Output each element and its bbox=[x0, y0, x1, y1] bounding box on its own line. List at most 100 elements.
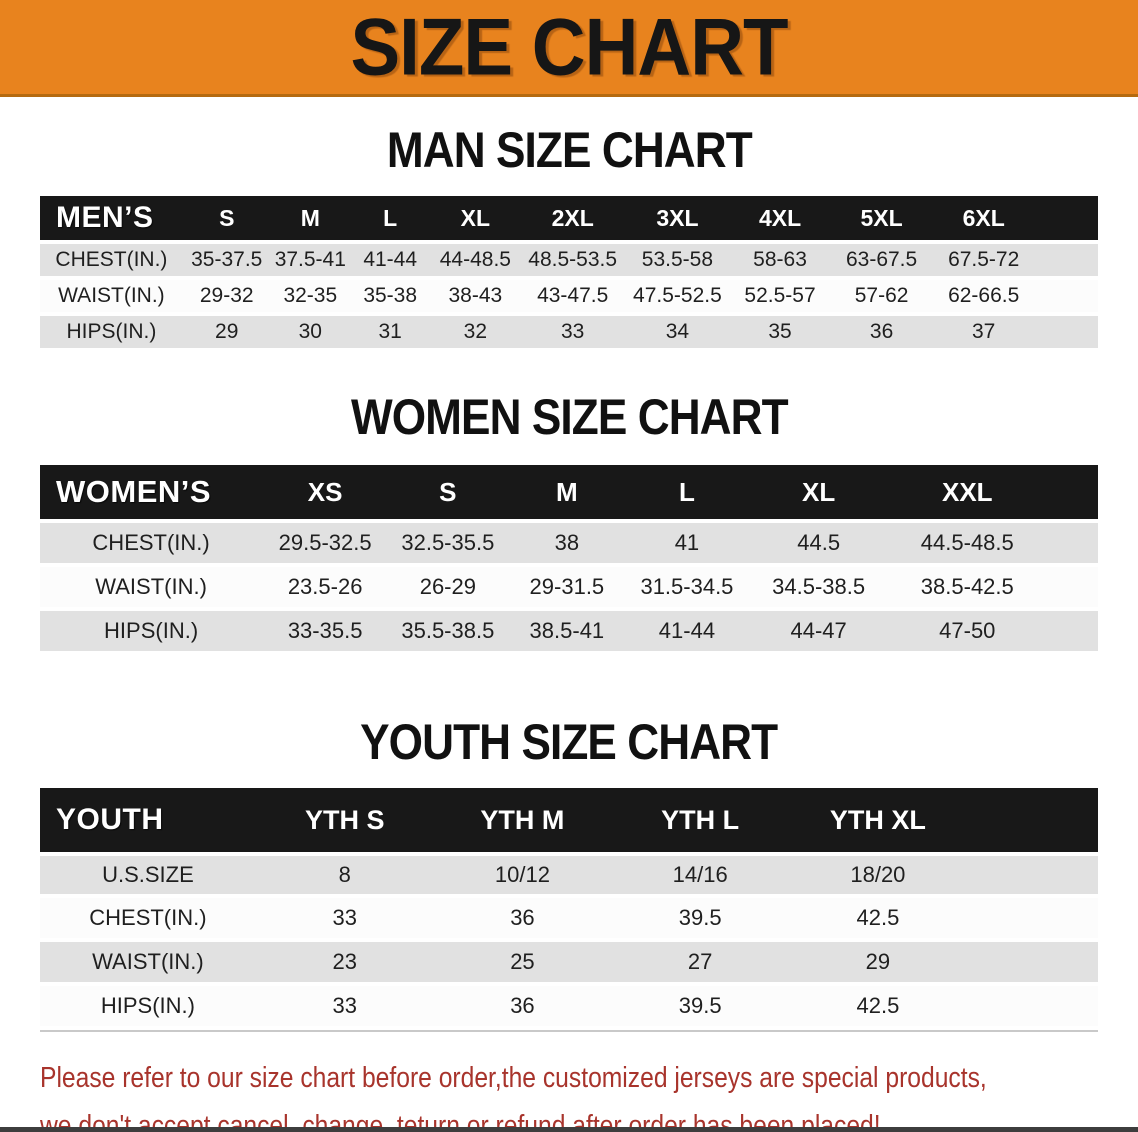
size-value: 35-37.5 bbox=[182, 244, 271, 276]
youth-table-title: YOUTH bbox=[40, 788, 256, 852]
men-measure-row: HIPS(IN.) 29 30 31 32 33 34 35 36 37 bbox=[40, 316, 1098, 348]
size-value: 14/16 bbox=[611, 856, 790, 894]
size-value: 31 bbox=[349, 316, 431, 348]
size-value: 53.5-58 bbox=[625, 244, 730, 276]
women-column-header: XS bbox=[262, 465, 389, 519]
size-value: 36 bbox=[830, 316, 933, 348]
spacer-cell bbox=[966, 856, 1098, 894]
size-value: 29-32 bbox=[182, 280, 271, 312]
size-value: 35-38 bbox=[349, 280, 431, 312]
size-value: 26-29 bbox=[388, 567, 508, 607]
men-column-header: 3XL bbox=[625, 196, 730, 240]
youth-measure-row: WAIST(IN.) 23 25 27 29 bbox=[40, 942, 1098, 982]
row-label: HIPS(IN.) bbox=[40, 986, 256, 1026]
spacer-cell bbox=[1045, 567, 1098, 607]
size-value: 38-43 bbox=[430, 280, 521, 312]
row-label: HIPS(IN.) bbox=[40, 611, 263, 651]
size-value: 37.5-41 bbox=[270, 244, 350, 276]
youth-column-header: YTH M bbox=[433, 788, 612, 852]
row-label: CHEST(IN.) bbox=[40, 898, 256, 938]
men-column-header: M bbox=[270, 196, 350, 240]
disclaimer-line-1: Please refer to our size chart before or… bbox=[40, 1062, 987, 1094]
women-table-title: WOMEN’S bbox=[40, 465, 263, 519]
youth-measure-row: U.S.SIZE 8 10/12 14/16 18/20 bbox=[40, 856, 1098, 894]
men-size-table: MEN’S S M L XL 2XL 3XL 4XL 5XL 6XL CHEST(IN.) 35-37… bbox=[40, 192, 1098, 352]
men-heading-text: MAN SIZE CHART bbox=[386, 122, 753, 179]
size-value: 44-48.5 bbox=[430, 244, 521, 276]
size-value: 27 bbox=[611, 942, 790, 982]
size-value: 29.5-32.5 bbox=[262, 523, 389, 563]
women-measure-row: HIPS(IN.) 33-35.5 35.5-38.5 38.5-41 41-44 44-… bbox=[40, 611, 1098, 651]
size-value: 39.5 bbox=[611, 898, 790, 938]
women-column-header: L bbox=[626, 465, 748, 519]
spacer-cell bbox=[1034, 244, 1098, 276]
size-value: 33-35.5 bbox=[262, 611, 389, 651]
men-header-row: MEN’S S M L XL 2XL 3XL 4XL 5XL 6XL bbox=[40, 196, 1098, 240]
row-label: WAIST(IN.) bbox=[40, 567, 263, 607]
youth-column-header: YTH XL bbox=[789, 788, 967, 852]
men-column-header: XL bbox=[430, 196, 521, 240]
size-value: 38.5-42.5 bbox=[889, 567, 1046, 607]
size-value: 33 bbox=[255, 986, 434, 1026]
men-measure-row: WAIST(IN.) 29-32 32-35 35-38 38-43 43-47.5 47.… bbox=[40, 280, 1098, 312]
row-label: CHEST(IN.) bbox=[40, 244, 183, 276]
size-value: 44.5 bbox=[747, 523, 890, 563]
spacer-cell bbox=[966, 986, 1098, 1026]
size-value: 18/20 bbox=[789, 856, 967, 894]
size-value: 35 bbox=[729, 316, 831, 348]
youth-table-underline bbox=[40, 1030, 1098, 1032]
size-value: 29-31.5 bbox=[507, 567, 627, 607]
size-value: 67.5-72 bbox=[932, 244, 1035, 276]
size-value: 47.5-52.5 bbox=[625, 280, 730, 312]
size-value: 43-47.5 bbox=[520, 280, 626, 312]
youth-heading-text: YOUTH SIZE CHART bbox=[360, 714, 778, 771]
size-value: 30 bbox=[270, 316, 350, 348]
youth-size-table: YOUTH YTH S YTH M YTH L YTH XL U.S.SIZE 8 10/12… bbox=[40, 784, 1098, 1030]
spacer-cell bbox=[1034, 196, 1098, 240]
size-value: 36 bbox=[433, 898, 612, 938]
size-value: 42.5 bbox=[789, 986, 967, 1026]
men-section-heading: MAN SIZE CHART bbox=[0, 122, 1138, 179]
row-label: HIPS(IN.) bbox=[40, 316, 183, 348]
size-value: 52.5-57 bbox=[729, 280, 831, 312]
size-value: 48.5-53.5 bbox=[520, 244, 626, 276]
size-value: 32-35 bbox=[270, 280, 350, 312]
size-value: 32 bbox=[430, 316, 521, 348]
disclaimer-line-2: we don't accept cancel, change, teturn o… bbox=[40, 1110, 881, 1132]
size-value: 41 bbox=[626, 523, 748, 563]
spacer-cell bbox=[1045, 465, 1098, 519]
size-value: 41-44 bbox=[626, 611, 748, 651]
size-value: 29 bbox=[789, 942, 967, 982]
men-table-title: MEN’S bbox=[40, 196, 183, 240]
men-measure-row: CHEST(IN.) 35-37.5 37.5-41 41-44 44-48.5 48.5… bbox=[40, 244, 1098, 276]
women-measure-row: WAIST(IN.) 23.5-26 26-29 29-31.5 31.5-34.5 34… bbox=[40, 567, 1098, 607]
men-column-header: 4XL bbox=[729, 196, 831, 240]
size-value: 39.5 bbox=[611, 986, 790, 1026]
women-column-header: XL bbox=[747, 465, 890, 519]
spacer-cell bbox=[966, 898, 1098, 938]
women-header-row: WOMEN’S XS S M L XL XXL bbox=[40, 465, 1098, 519]
women-column-header: XXL bbox=[889, 465, 1046, 519]
size-value: 23 bbox=[255, 942, 434, 982]
men-column-header: 5XL bbox=[830, 196, 933, 240]
row-label: U.S.SIZE bbox=[40, 856, 256, 894]
spacer-cell bbox=[1045, 611, 1098, 651]
size-value: 33 bbox=[255, 898, 434, 938]
size-value: 25 bbox=[433, 942, 612, 982]
size-value: 36 bbox=[433, 986, 612, 1026]
spacer-cell bbox=[1034, 280, 1098, 312]
size-value: 62-66.5 bbox=[932, 280, 1035, 312]
youth-measure-row: CHEST(IN.) 33 36 39.5 42.5 bbox=[40, 898, 1098, 938]
women-column-header: S bbox=[388, 465, 508, 519]
spacer-cell bbox=[966, 942, 1098, 982]
size-value: 38 bbox=[507, 523, 627, 563]
size-value: 35.5-38.5 bbox=[388, 611, 508, 651]
size-value: 34 bbox=[625, 316, 730, 348]
size-value: 58-63 bbox=[729, 244, 831, 276]
size-value: 29 bbox=[182, 316, 271, 348]
row-label: WAIST(IN.) bbox=[40, 280, 183, 312]
men-column-header: 2XL bbox=[520, 196, 626, 240]
spacer-cell bbox=[1034, 316, 1098, 348]
youth-column-header: YTH L bbox=[611, 788, 790, 852]
size-value: 33 bbox=[520, 316, 626, 348]
